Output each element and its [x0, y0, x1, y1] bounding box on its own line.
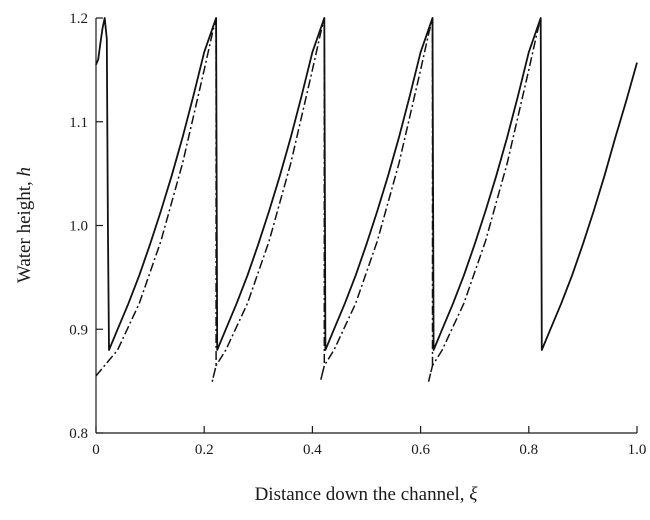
x-tick-label: 0.6 [411, 442, 430, 458]
x-axis-title-text: Distance down the channel, [255, 484, 470, 505]
x-tick-label: 0.2 [195, 442, 214, 458]
y-axis-title-text: Water height, [14, 176, 35, 283]
x-tick-label: 0.8 [519, 442, 538, 458]
x-axis-symbol: ξ [469, 484, 478, 505]
plot-area: 0 0.2 0.4 0.6 0.8 1.0 0.8 0.9 1.0 1.1 1.2 [69, 11, 646, 458]
y-tick-label: 1.0 [69, 219, 88, 235]
y-axis-title: Water height, h [14, 167, 35, 283]
ticks-layer: 0 0.2 0.4 0.6 0.8 1.0 0.8 0.9 1.0 1.1 1.2 [69, 11, 646, 458]
x-tick-label: 0.4 [303, 442, 322, 458]
series-layer [95, 17, 638, 382]
y-axis-symbol: h [14, 167, 35, 177]
y-tick-label: 0.9 [69, 322, 88, 338]
series-line-solid [95, 17, 638, 351]
y-tick-label: 1.1 [69, 115, 88, 131]
x-tick-label: 0 [92, 442, 100, 458]
y-tick-label: 1.2 [69, 11, 88, 27]
series-line-dash-dot [95, 17, 542, 382]
y-tick-label: 0.8 [69, 426, 88, 442]
x-axis-title: Distance down the channel, ξ [255, 484, 479, 505]
x-tick-label: 1.0 [628, 442, 647, 458]
